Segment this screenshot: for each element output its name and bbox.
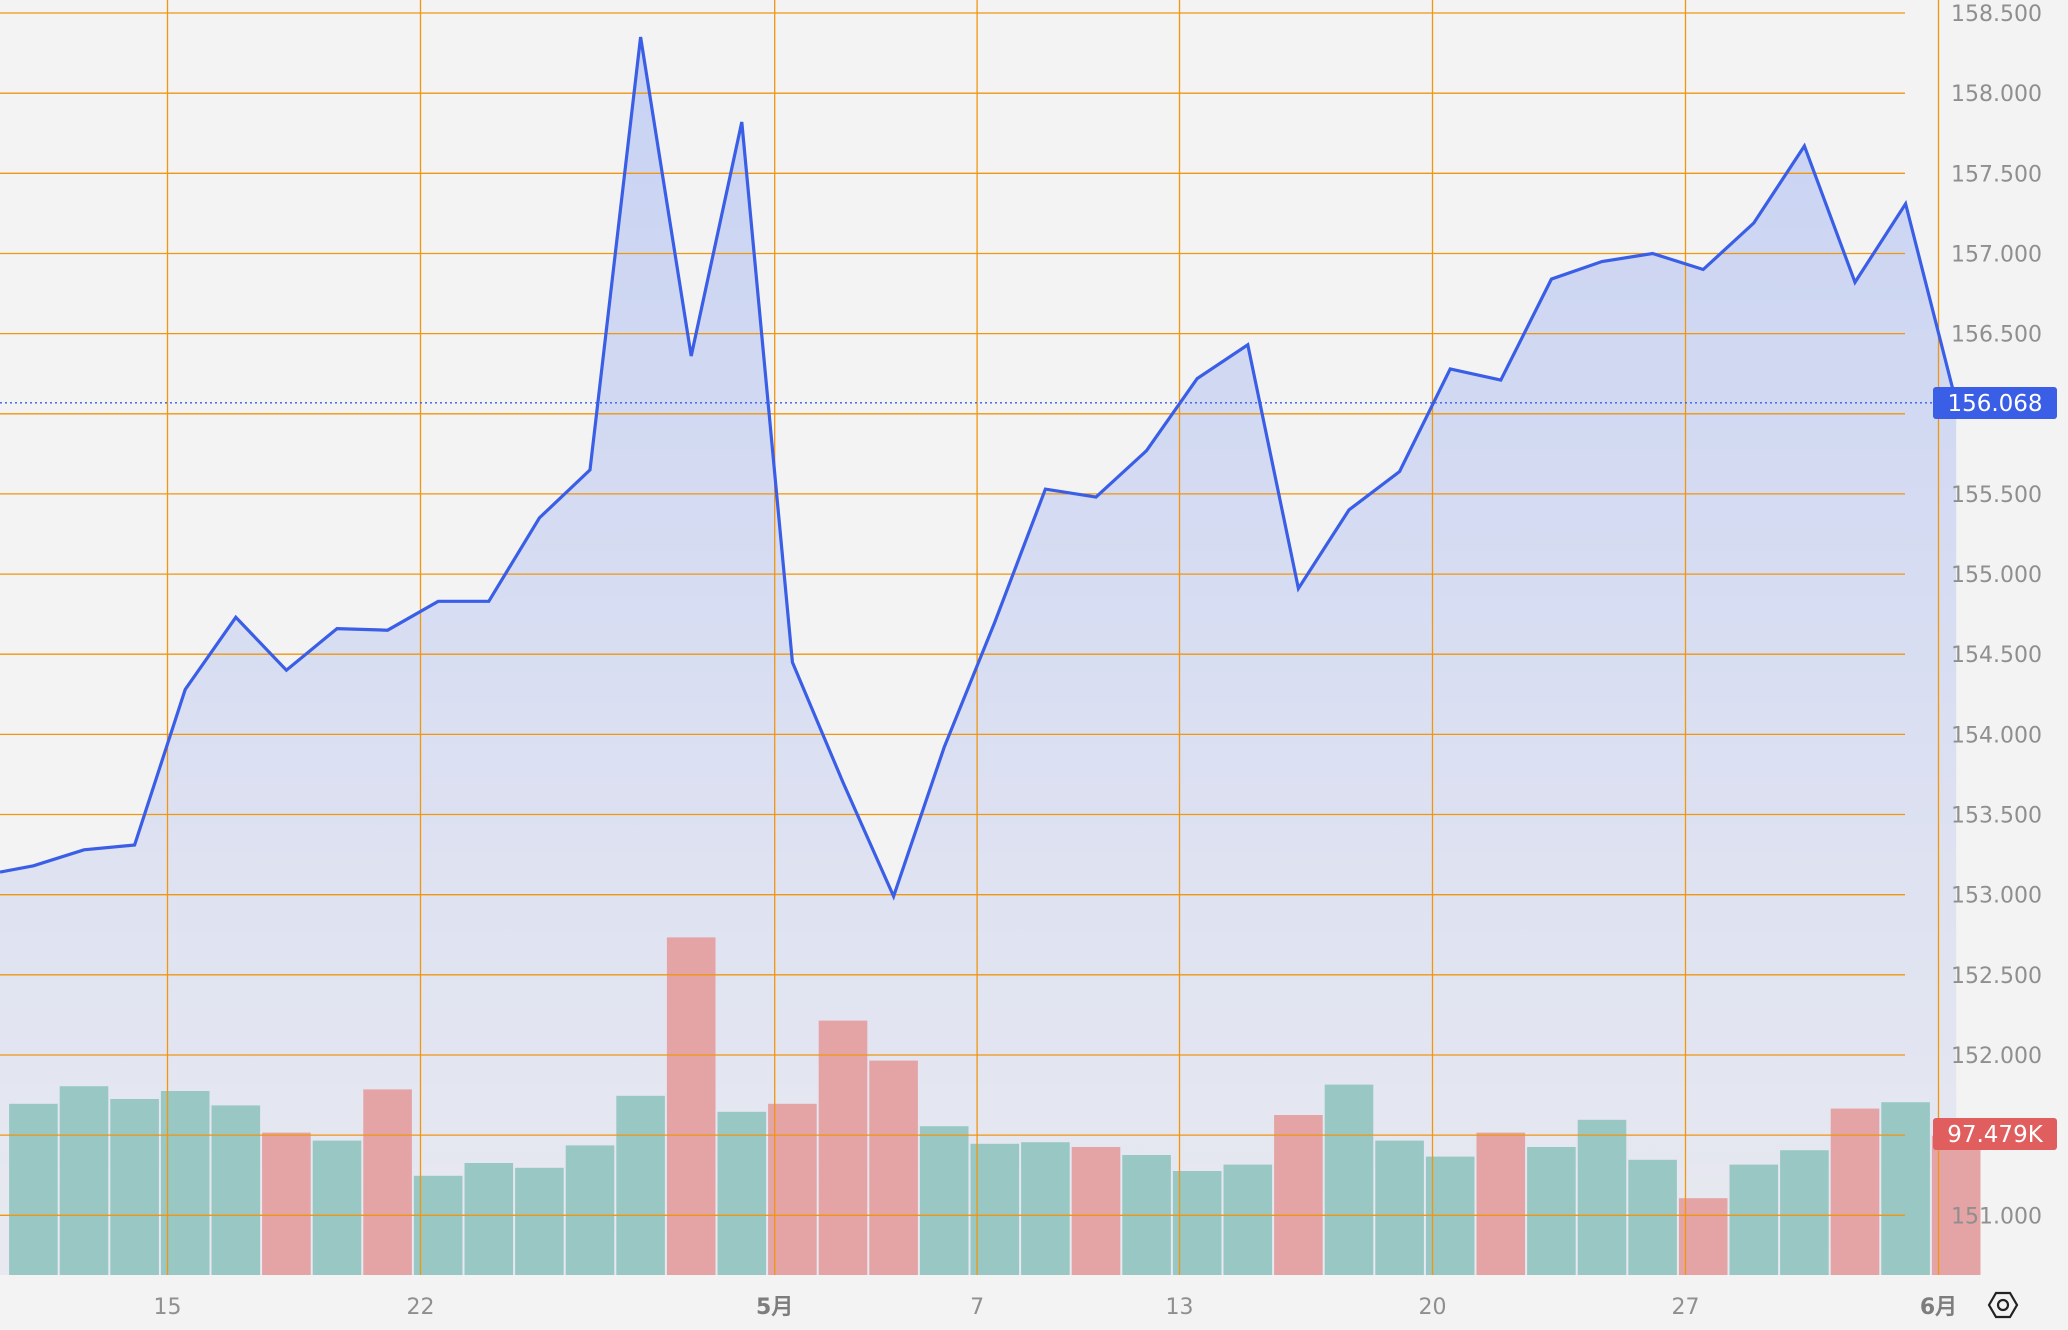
volume-bar [262,1132,311,1275]
volume-bar [970,1143,1020,1275]
volume-bar [1830,1108,1880,1275]
y-tick-label: 157.000 [1951,243,2042,268]
volume-bar [413,1175,463,1275]
y-tick-label: 155.500 [1951,483,2042,508]
volume-bar [1931,1135,1981,1275]
volume-bar [1476,1132,1526,1275]
y-tick-label: 154.000 [1951,723,2042,748]
last-volume-label: 97.479K [1947,1122,2043,1148]
volume-bar [869,1060,918,1275]
x-tick-label: 20 [1419,1295,1447,1320]
y-tick-label: 152.000 [1951,1044,2042,1069]
volume-bar [1678,1198,1728,1275]
volume-bar [616,1095,665,1275]
volume-bar [818,1020,868,1275]
x-tick-label: 22 [407,1295,435,1320]
price-line[interactable] [0,36,1958,901]
volume-bar [9,1103,58,1275]
volume-bar [515,1167,564,1275]
volume-bar [717,1111,767,1275]
last-price-label: 156.068 [1947,391,2042,417]
y-tick-label: 155.000 [1951,563,2042,588]
y-tick-label: 157.500 [1951,162,2042,187]
y-tick-label: 158.000 [1951,82,2042,107]
volume-bar [768,1103,817,1275]
volume-bar [211,1105,261,1275]
y-tick-label: 156.500 [1951,323,2042,348]
volume-bar [565,1145,615,1275]
y-tick-label: 153.000 [1951,884,2042,909]
volume-bar [1324,1084,1374,1275]
last-volume-badge [1933,1118,2057,1150]
x-tick-label: 6月 [1920,1295,1957,1320]
volume-bar [1375,1140,1424,1275]
settings-hexagon-icon[interactable] [1987,1291,2019,1319]
y-tick-label: 151.000 [1951,1204,2042,1229]
volume-bar [1021,1142,1070,1275]
volume-bar [919,1126,969,1275]
y-tick-label: 152.500 [1951,964,2042,989]
volume-bar [1527,1147,1576,1275]
volume-bar [1780,1150,1829,1275]
volume-bar [1274,1115,1323,1275]
x-tick-label: 5月 [756,1295,793,1320]
x-tick-label: 7 [970,1295,984,1320]
last-price-badge [1933,387,2057,419]
volume-bar [1172,1171,1222,1275]
volume-bar [1729,1164,1779,1275]
volume-bar [1223,1164,1273,1275]
x-tick-label: 13 [1166,1295,1194,1320]
price-area-fill [0,37,1957,1275]
volume-bar [160,1091,210,1275]
y-tick-label: 153.500 [1951,804,2042,829]
x-tick-label: 15 [154,1295,182,1320]
volume-bar [464,1163,514,1275]
volume-bar [59,1086,109,1275]
volume-bar [363,1089,412,1275]
volume-bar [1071,1147,1121,1275]
volume-bar [312,1140,362,1275]
y-tick-label: 158.500 [1951,2,2042,27]
volume-bar [1577,1119,1627,1275]
x-tick-label: 27 [1672,1295,1700,1320]
volume-bar [1881,1102,1930,1275]
volume-bar [110,1099,159,1275]
volume-bar [666,937,716,1275]
y-tick-label: 154.500 [1951,643,2042,668]
volume-bar [1628,1159,1677,1275]
